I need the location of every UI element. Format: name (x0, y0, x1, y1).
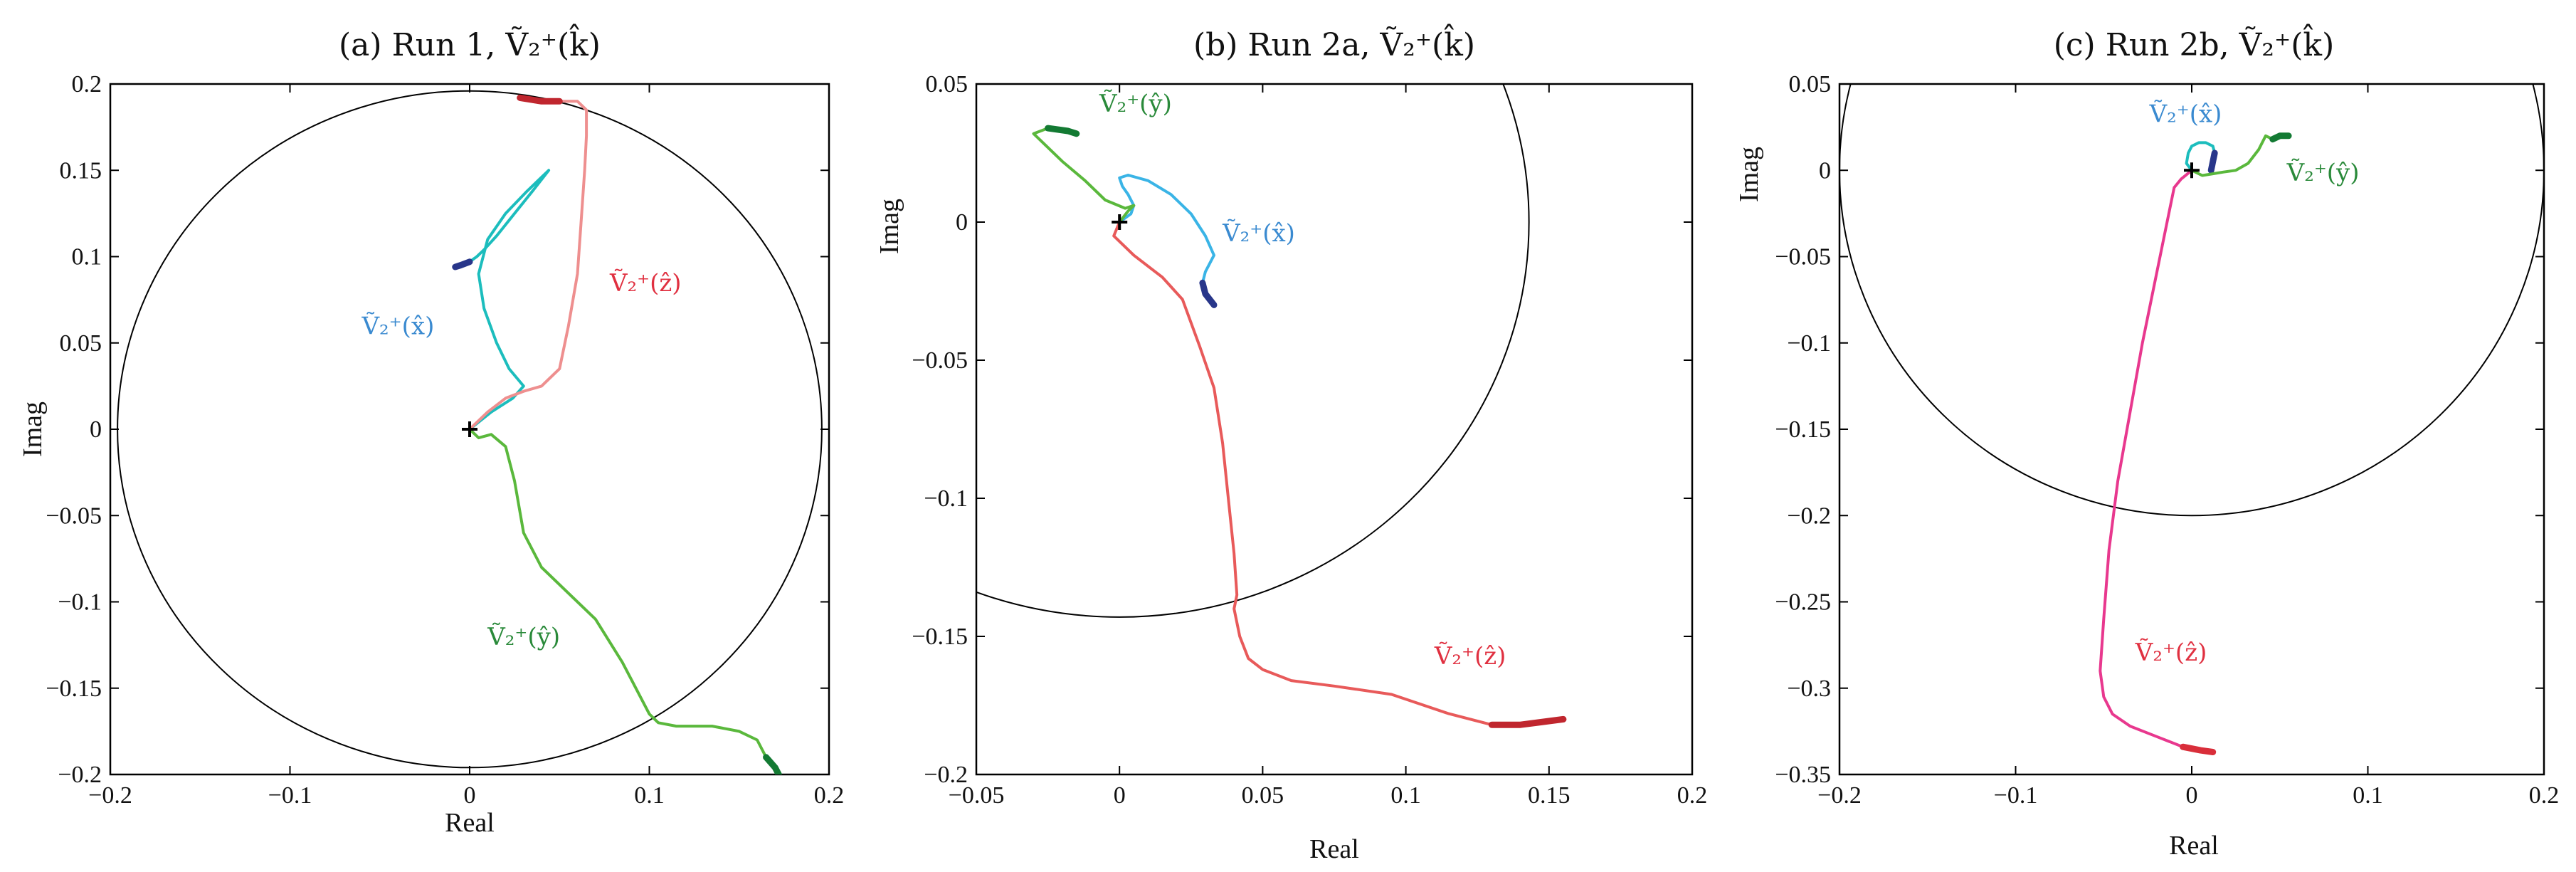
panel-b-xtick-label: 0 (1114, 782, 1126, 809)
panel-b-series-x-end (1199, 279, 1218, 308)
panel-b-series-y-line (1032, 127, 1136, 224)
panel-b-ytick-label: −0.2 (924, 762, 968, 788)
panel-c-ytick-label: −0.25 (1775, 589, 1831, 616)
panel-b-xtick-label: 0.15 (1528, 782, 1571, 809)
panel-b-ytick-label: 0 (956, 209, 968, 236)
panel-a-ytick-label: −0.05 (46, 503, 102, 529)
panel-b-xtick-label: −0.05 (949, 782, 1005, 809)
panel-c-ytick-label: 0 (1819, 157, 1831, 184)
panel-a-ytick-label: 0.2 (72, 71, 102, 98)
panel-a-series-x-line (453, 169, 551, 431)
panel-a-annotation: Ṽ₂⁺(ẑ) (609, 269, 682, 298)
panel-b-ytick-label: 0.05 (926, 71, 968, 98)
panel-a-ytick-label: 0.05 (60, 330, 102, 357)
panel-c-ytick-label: −0.35 (1775, 762, 1831, 788)
panel-c-series-x-end (2207, 149, 2218, 174)
panel-c-ytick-label: −0.2 (1787, 503, 1831, 529)
panel-b-series-z-line (1112, 221, 1565, 727)
panel-a-origin-marker (462, 421, 477, 437)
panel-c-annotation: Ṽ₂⁺(x̂) (2149, 100, 2222, 128)
panel-c-reference-circle (1839, 84, 2544, 517)
panel-a-series-y-line (468, 428, 781, 774)
panel-a-ytick-label: −0.1 (58, 589, 102, 616)
panel-b-ytick-label: −0.15 (912, 624, 968, 650)
panel-a-xlabel: Real (445, 808, 495, 838)
panel-a-series-z-line (468, 96, 588, 431)
panel-a-series-z-end (517, 94, 563, 105)
panel-b-series-y-end (1045, 125, 1080, 137)
panel-c-xtick-label: 0.1 (2353, 782, 2383, 809)
panel-c-annotation: Ṽ₂⁺(ŷ) (2286, 159, 2360, 187)
panel-a-xtick-label: 0 (464, 782, 476, 809)
panel-a-annotation: Ṽ₂⁺(ŷ) (487, 623, 560, 651)
panel-a-series-x-end (452, 258, 473, 270)
panel-c-title: (c) Run 2b, Ṽ₂⁺(k̂) (2054, 22, 2335, 63)
panel-b-ytick-label: −0.05 (912, 347, 968, 374)
panel-a-xtick-label: 0.1 (634, 782, 665, 809)
panel-c-ylabel: Imag (1734, 147, 1764, 202)
panel-b-title: (b) Run 2a, Ṽ₂⁺(k̂) (1193, 22, 1475, 63)
panel-a-ytick-label: −0.2 (58, 762, 102, 788)
panel-b-ylabel: Imag (875, 199, 904, 254)
panel-a-ylabel: Imag (18, 401, 48, 457)
panel-a-ytick-label: −0.15 (46, 676, 102, 702)
panel-b-annotation: Ṽ₂⁺(ŷ) (1099, 90, 1172, 118)
panel-a-ytick-label: 0 (90, 416, 102, 443)
panel-b-series-z-end (1488, 715, 1567, 728)
panel-a-title: (a) Run 1, Ṽ₂⁺(k̂) (339, 22, 601, 63)
panel-b-xtick-label: 0.1 (1390, 782, 1421, 809)
panel-b-origin-marker (1112, 214, 1128, 230)
panel-b-reference-circle (976, 84, 1530, 618)
panel-c-xtick-label: 0 (2186, 782, 2198, 809)
panel-c: (c) Run 2b, Ṽ₂⁺(k̂) −0.2 −0.1 0 0.1 0.2 −0.35… (1734, 22, 2560, 861)
panel-c-frame (1838, 83, 2545, 776)
panel-b-xtick-label: 0.2 (1677, 782, 1708, 809)
panel-a-ytick-label: 0.1 (72, 244, 102, 270)
panel-c-xtick-label: 0.2 (2529, 782, 2560, 809)
panel-c-ytick-label: −0.3 (1787, 676, 1831, 702)
panel-b-series-x-line (1118, 174, 1215, 307)
panel-b-xtick-label: 0.05 (1242, 782, 1284, 809)
panel-c-ytick-label: −0.15 (1775, 416, 1831, 443)
panel-c-xtick-label: −0.1 (1994, 782, 2038, 809)
panel-a: (a) Run 1, Ṽ₂⁺(k̂) −0.2 −0.1 0 0.1 0.2 −0.2 −0… (18, 22, 844, 838)
panel-b-xlabel: Real (1309, 834, 1359, 864)
panel-c-ytick-label: −0.05 (1775, 244, 1831, 270)
panel-c-origin-marker (2184, 162, 2200, 179)
panel-b-annotation: Ṽ₂⁺(x̂) (1222, 219, 1295, 248)
panel-a-series-y-end (763, 754, 782, 774)
panel-c-xlabel: Real (2169, 831, 2219, 861)
panel-c-series-z-line (2099, 169, 2215, 754)
panel-c-series-z-end (2180, 743, 2217, 755)
panel-a-xtick-label: −0.1 (268, 782, 312, 809)
panel-b-frame (975, 83, 1694, 776)
panel-b-ytick-label: −0.1 (924, 485, 968, 512)
panel-c-series-y-end (2269, 132, 2292, 143)
panel-c-ytick-label: −0.1 (1787, 330, 1831, 357)
panel-a-annotation: Ṽ₂⁺(x̂) (361, 312, 435, 341)
panel-a-ytick-label: 0.15 (60, 157, 102, 184)
panel-b: (b) Run 2a, Ṽ₂⁺(k̂) −0.05 0 0.05 0.1 0.15 0.2… (875, 22, 1708, 864)
panel-c-annotation: Ṽ₂⁺(ẑ) (2135, 639, 2207, 667)
panel-b-annotation: Ṽ₂⁺(ẑ) (1434, 642, 1506, 671)
panel-c-xtick-label: −0.2 (1817, 782, 1862, 809)
panel-c-ytick-label: 0.05 (1789, 71, 1832, 98)
panel-a-xtick-label: 0.2 (814, 782, 845, 809)
panel-a-xtick-label: −0.2 (88, 782, 132, 809)
